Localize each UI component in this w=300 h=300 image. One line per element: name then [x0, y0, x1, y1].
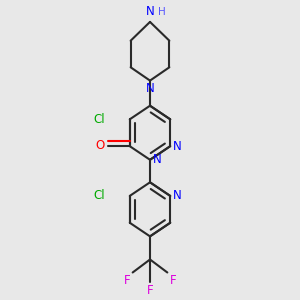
Text: F: F: [124, 274, 130, 287]
Text: O: O: [95, 139, 105, 152]
Text: F: F: [147, 284, 153, 297]
Text: F: F: [170, 274, 176, 287]
Text: N: N: [146, 4, 154, 18]
Text: N: N: [173, 140, 182, 153]
Text: N: N: [146, 82, 154, 95]
Text: N: N: [173, 189, 182, 203]
Text: Cl: Cl: [94, 113, 105, 126]
Text: Cl: Cl: [94, 189, 105, 203]
Text: H: H: [158, 7, 166, 17]
Text: N: N: [153, 153, 162, 166]
